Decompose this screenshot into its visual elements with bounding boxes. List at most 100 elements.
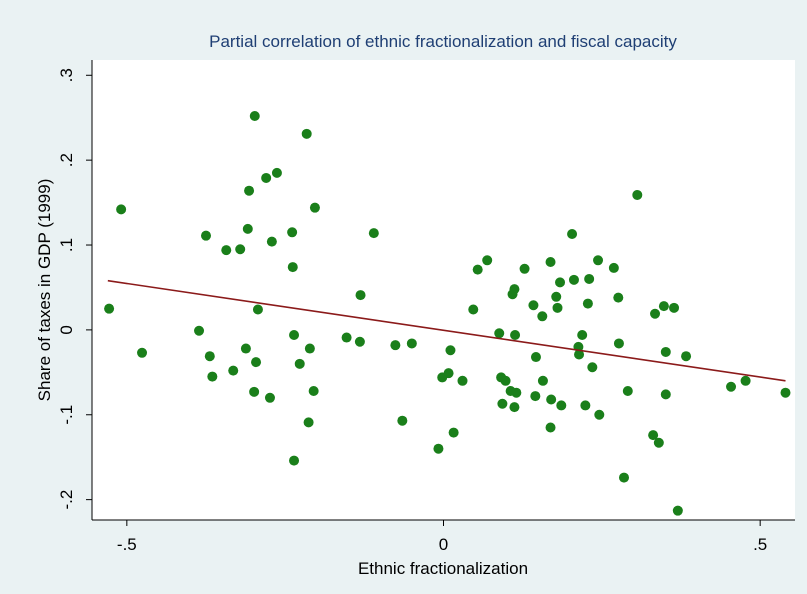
data-point	[289, 455, 300, 466]
data-point	[530, 391, 541, 402]
data-point	[509, 402, 520, 413]
data-point	[509, 284, 520, 295]
x-tick-label: -.5	[117, 535, 137, 554]
data-point	[567, 228, 578, 239]
data-point	[266, 236, 277, 247]
data-point	[552, 302, 563, 313]
y-tick-label: .2	[57, 153, 76, 167]
data-point	[528, 300, 539, 311]
data-point	[530, 352, 541, 363]
data-point	[584, 273, 595, 284]
data-point	[622, 385, 633, 396]
data-point	[545, 422, 556, 433]
x-tick-label: .5	[753, 535, 767, 554]
data-point	[445, 345, 456, 356]
data-point	[116, 204, 127, 215]
data-point	[204, 351, 215, 362]
y-tick-label: .1	[57, 238, 76, 252]
data-point	[653, 437, 664, 448]
data-point	[660, 389, 671, 400]
data-point	[545, 256, 556, 267]
data-point	[448, 427, 459, 438]
data-point	[271, 167, 282, 178]
data-point	[221, 245, 232, 256]
data-point	[580, 400, 591, 411]
y-tick-label: .3	[57, 68, 76, 82]
data-point	[497, 398, 508, 409]
data-point	[472, 264, 483, 275]
data-point	[252, 304, 263, 315]
data-point	[660, 346, 671, 357]
data-point	[555, 277, 566, 288]
data-point	[287, 262, 298, 273]
data-point	[194, 325, 205, 336]
data-point	[537, 375, 548, 386]
data-point	[650, 308, 661, 319]
data-point	[669, 302, 680, 313]
data-point	[228, 365, 239, 376]
data-point	[511, 387, 522, 398]
data-point	[355, 290, 366, 301]
data-point	[740, 375, 751, 386]
chart-title: Partial correlation of ethnic fractional…	[209, 32, 677, 51]
data-point	[309, 202, 320, 213]
data-point	[304, 343, 315, 354]
data-point	[551, 291, 562, 302]
data-point	[207, 371, 218, 382]
data-point	[780, 387, 791, 398]
data-point	[294, 358, 305, 369]
data-point	[613, 292, 624, 303]
data-point	[368, 228, 379, 239]
data-point	[251, 357, 262, 368]
data-point	[289, 329, 300, 340]
data-point	[341, 332, 352, 343]
data-point	[242, 223, 253, 234]
data-point	[264, 392, 275, 403]
data-point	[244, 185, 255, 196]
data-point	[726, 381, 737, 392]
data-point	[681, 351, 692, 362]
data-point	[457, 375, 468, 386]
data-point	[672, 505, 683, 516]
data-point	[443, 368, 454, 379]
data-point	[546, 394, 557, 405]
data-point	[658, 301, 669, 312]
data-point	[500, 375, 511, 386]
x-axis-title: Ethnic fractionalization	[358, 559, 528, 578]
data-point	[556, 400, 567, 411]
data-point	[510, 329, 521, 340]
data-point	[249, 111, 260, 122]
data-point	[433, 443, 444, 454]
data-point	[587, 362, 598, 373]
plot-area	[92, 60, 795, 520]
data-point	[608, 262, 619, 273]
data-point	[406, 338, 417, 349]
data-point	[537, 311, 548, 322]
data-point	[482, 255, 493, 266]
data-point	[240, 343, 251, 354]
data-point	[468, 304, 479, 315]
y-tick-label: 0	[57, 325, 76, 334]
data-point	[632, 189, 643, 200]
data-point	[494, 328, 505, 339]
data-point	[568, 274, 579, 285]
data-point	[397, 415, 408, 426]
data-point	[390, 340, 401, 351]
y-tick-label: -.1	[57, 405, 76, 425]
x-tick-label: 0	[439, 535, 448, 554]
data-point	[201, 230, 211, 241]
data-point	[354, 336, 365, 347]
data-point	[261, 172, 272, 183]
data-point	[287, 227, 298, 238]
data-point	[308, 385, 319, 396]
data-point	[582, 298, 593, 309]
data-point	[594, 409, 605, 420]
data-point	[619, 472, 629, 483]
fit-line	[107, 279, 786, 382]
data-point	[104, 303, 115, 314]
data-point	[249, 386, 260, 397]
data-point	[519, 263, 530, 274]
data-point	[303, 417, 314, 428]
data-point	[574, 349, 585, 360]
